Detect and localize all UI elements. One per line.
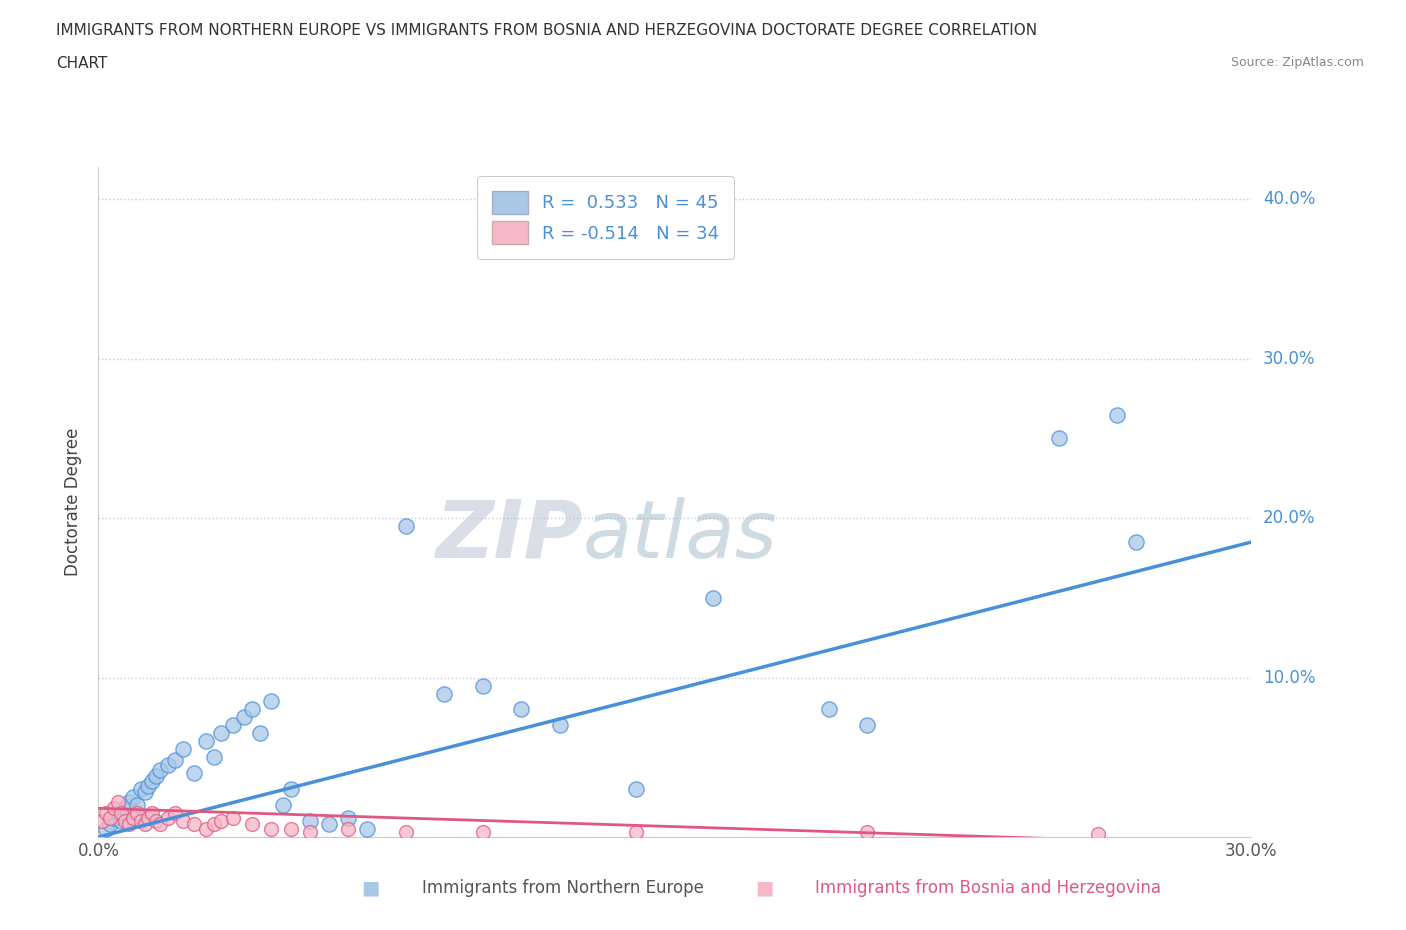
Point xyxy=(145,769,167,784)
Point xyxy=(626,782,648,797)
Point xyxy=(94,805,117,820)
Text: ■: ■ xyxy=(361,879,380,897)
Point xyxy=(260,821,283,836)
Point xyxy=(233,710,256,724)
Point xyxy=(172,742,194,757)
Legend: R =  0.533   N = 45, R = -0.514   N = 34: R = 0.533 N = 45, R = -0.514 N = 34 xyxy=(478,177,734,259)
Point xyxy=(222,810,245,825)
Point xyxy=(318,817,340,831)
Text: CHART: CHART xyxy=(56,56,108,71)
Point xyxy=(222,718,245,733)
Point xyxy=(195,821,218,836)
Y-axis label: Doctorate Degree: Doctorate Degree xyxy=(65,428,83,577)
Point xyxy=(548,718,571,733)
Point xyxy=(149,763,172,777)
Point xyxy=(471,825,494,840)
Point xyxy=(856,718,879,733)
Point xyxy=(249,726,271,741)
Point xyxy=(271,798,294,813)
Point xyxy=(1125,535,1147,550)
Point xyxy=(129,782,152,797)
Point xyxy=(118,794,141,809)
Point xyxy=(298,814,321,829)
Point xyxy=(395,825,418,840)
Point xyxy=(138,778,160,793)
Point xyxy=(145,814,167,829)
Point xyxy=(172,814,194,829)
Point xyxy=(209,814,232,829)
Point xyxy=(165,753,187,768)
Point xyxy=(94,821,117,836)
Text: 20.0%: 20.0% xyxy=(1263,509,1316,527)
Point xyxy=(141,774,163,789)
Point xyxy=(356,821,378,836)
Point xyxy=(165,805,187,820)
Point xyxy=(129,814,152,829)
Point xyxy=(626,825,648,840)
Point xyxy=(1105,407,1128,422)
Text: 40.0%: 40.0% xyxy=(1263,191,1315,208)
Point xyxy=(103,810,125,825)
Point xyxy=(240,702,263,717)
Point xyxy=(209,726,232,741)
Point xyxy=(202,750,225,764)
Point xyxy=(856,825,879,840)
Text: Immigrants from Bosnia and Herzegovina: Immigrants from Bosnia and Herzegovina xyxy=(815,879,1161,897)
Point xyxy=(107,805,129,820)
Point xyxy=(240,817,263,831)
Point xyxy=(280,821,302,836)
Point xyxy=(149,817,172,831)
Point xyxy=(134,785,156,800)
Point xyxy=(122,810,145,825)
Point xyxy=(260,694,283,709)
Point xyxy=(156,758,179,773)
Point xyxy=(156,810,179,825)
Text: Immigrants from Northern Europe: Immigrants from Northern Europe xyxy=(422,879,703,897)
Point xyxy=(125,798,148,813)
Point xyxy=(1087,827,1109,842)
Point xyxy=(138,810,160,825)
Point xyxy=(122,790,145,804)
Point xyxy=(202,817,225,831)
Point xyxy=(141,805,163,820)
Point xyxy=(103,801,125,816)
Point xyxy=(702,591,724,605)
Point xyxy=(134,817,156,831)
Text: atlas: atlas xyxy=(582,497,778,575)
Point xyxy=(337,821,360,836)
Point xyxy=(280,782,302,797)
Point xyxy=(91,814,114,829)
Text: IMMIGRANTS FROM NORTHERN EUROPE VS IMMIGRANTS FROM BOSNIA AND HERZEGOVINA DOCTOR: IMMIGRANTS FROM NORTHERN EUROPE VS IMMIG… xyxy=(56,23,1038,38)
Point xyxy=(337,810,360,825)
Point xyxy=(114,801,136,816)
Point xyxy=(98,817,121,831)
Text: 10.0%: 10.0% xyxy=(1263,669,1316,686)
Point xyxy=(510,702,533,717)
Point xyxy=(98,810,121,825)
Point xyxy=(110,814,132,829)
Point xyxy=(395,519,418,534)
Point xyxy=(298,825,321,840)
Point xyxy=(107,794,129,809)
Point xyxy=(471,678,494,693)
Point xyxy=(125,805,148,820)
Point xyxy=(183,765,205,780)
Point xyxy=(183,817,205,831)
Point xyxy=(817,702,839,717)
Text: 30.0%: 30.0% xyxy=(1263,350,1316,367)
Point xyxy=(110,805,132,820)
Point xyxy=(1047,431,1070,445)
Text: ■: ■ xyxy=(755,879,773,897)
Point xyxy=(433,686,456,701)
Point xyxy=(114,814,136,829)
Text: ZIP: ZIP xyxy=(436,497,582,575)
Point xyxy=(118,817,141,831)
Text: Source: ZipAtlas.com: Source: ZipAtlas.com xyxy=(1230,56,1364,69)
Point xyxy=(195,734,218,749)
